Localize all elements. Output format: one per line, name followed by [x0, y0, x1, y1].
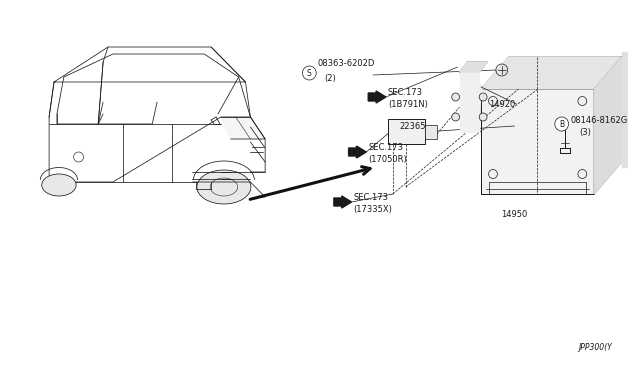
Text: (17335X): (17335X) — [353, 205, 392, 214]
Polygon shape — [479, 80, 481, 127]
Circle shape — [479, 113, 487, 121]
Ellipse shape — [197, 170, 251, 204]
Polygon shape — [460, 62, 487, 72]
Polygon shape — [460, 72, 479, 132]
Circle shape — [479, 93, 487, 101]
Circle shape — [303, 66, 316, 80]
FancyBboxPatch shape — [388, 119, 425, 144]
Text: SEC.173: SEC.173 — [388, 87, 423, 96]
Text: (1B791N): (1B791N) — [388, 99, 428, 109]
FancyBboxPatch shape — [425, 125, 437, 139]
Text: B: B — [559, 119, 564, 128]
Text: 08363-6202D: 08363-6202D — [317, 58, 374, 67]
Ellipse shape — [42, 174, 76, 196]
Text: 14920: 14920 — [489, 99, 515, 109]
Circle shape — [452, 113, 460, 121]
Text: 22365: 22365 — [399, 122, 426, 131]
Circle shape — [555, 117, 568, 131]
Polygon shape — [481, 89, 594, 194]
Polygon shape — [221, 117, 265, 139]
Text: (17050R): (17050R) — [368, 154, 407, 164]
Text: JPP300(Y: JPP300(Y — [578, 343, 612, 352]
Text: 08146-8162G: 08146-8162G — [570, 115, 628, 125]
Polygon shape — [481, 57, 621, 89]
FancyArrow shape — [368, 91, 386, 103]
Text: SEC.173: SEC.173 — [368, 142, 403, 151]
Polygon shape — [594, 57, 621, 194]
Polygon shape — [621, 52, 640, 167]
Text: (2): (2) — [324, 74, 336, 83]
Circle shape — [452, 93, 460, 101]
Text: (3): (3) — [579, 128, 591, 137]
Text: 14950: 14950 — [501, 209, 527, 218]
Text: SEC.173: SEC.173 — [353, 192, 388, 202]
FancyArrow shape — [349, 146, 366, 158]
Text: S: S — [307, 68, 312, 77]
FancyArrow shape — [334, 196, 351, 208]
